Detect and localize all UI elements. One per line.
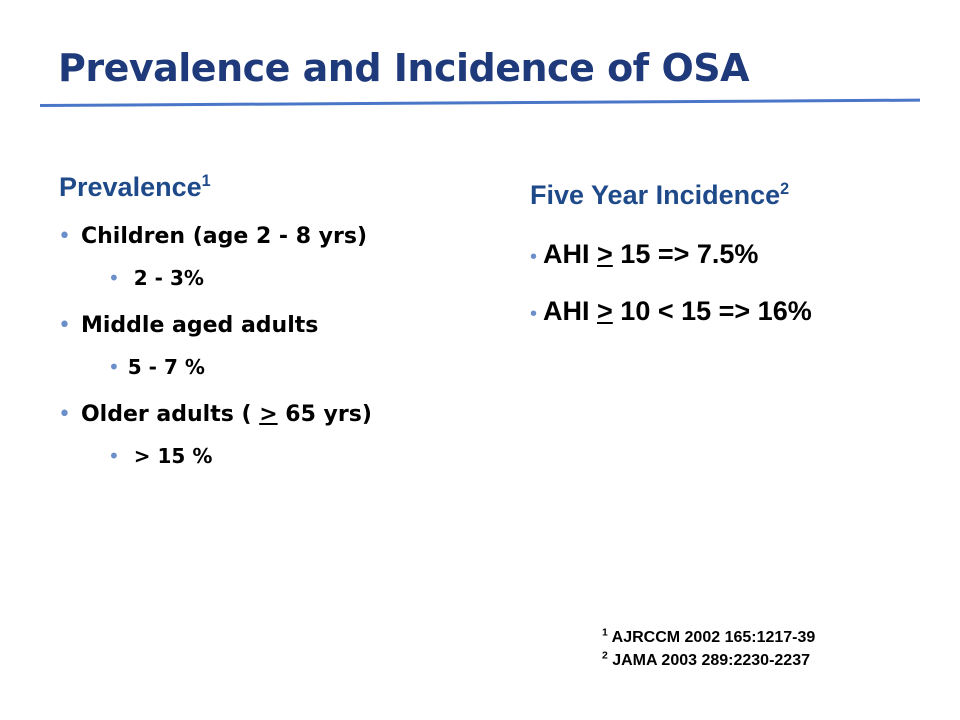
- reference-text: JAMA 2003 289:2230-2237: [607, 652, 810, 669]
- prevalence-subitem-value: 2 - 3%: [133, 266, 204, 290]
- bullet-icon: •: [58, 224, 71, 249]
- incidence-item-ahi-10-15: • AHI > 10 < 15 => 16%: [530, 296, 812, 327]
- bullet-icon: •: [58, 313, 71, 338]
- reference-text: AJRCCM 2002 165:1217-39: [607, 629, 816, 646]
- incidence-item-post: 10 < 15 => 16%: [612, 296, 812, 326]
- bullet-icon: •: [108, 355, 120, 379]
- bullet-icon: •: [108, 266, 120, 290]
- bullet-icon: •: [530, 303, 538, 325]
- slide-title: Prevalence and Incidence of OSA: [58, 46, 750, 90]
- references: 1 AJRCCM 2002 165:1217-39 2 JAMA 2003 28…: [602, 626, 815, 672]
- incidence-heading: Five Year Incidence2: [530, 180, 789, 211]
- bullet-icon: •: [58, 402, 71, 427]
- prevalence-subitem-older: • > 15 %: [108, 444, 212, 468]
- incidence-item-ahi-15: • AHI > 15 => 7.5%: [530, 239, 758, 270]
- bullet-icon: •: [108, 444, 120, 468]
- incidence-item-symbol: >: [597, 296, 613, 326]
- incidence-heading-ref: 2: [780, 180, 790, 198]
- prevalence-item-label-post: 65 yrs): [277, 402, 372, 427]
- bullet-icon: •: [530, 246, 538, 268]
- reference-number: 2: [602, 650, 608, 662]
- incidence-item-post: 15 => 7.5%: [612, 239, 759, 269]
- prevalence-heading: Prevalence1: [59, 172, 211, 203]
- title-underline-rule: [39, 98, 920, 107]
- prevalence-subitem-value: > 15 %: [133, 444, 213, 468]
- prevalence-item-children: • Children (age 2 - 8 yrs): [58, 224, 367, 249]
- incidence-item-pre: AHI: [543, 296, 598, 326]
- prevalence-heading-text: Prevalence: [59, 172, 202, 202]
- prevalence-item-older: • Older adults ( > 65 yrs): [58, 402, 372, 427]
- reference-2: 2 JAMA 2003 289:2230-2237: [602, 649, 815, 672]
- prevalence-subitem-children: • 2 - 3%: [108, 266, 204, 290]
- incidence-item-pre: AHI: [543, 239, 598, 269]
- prevalence-item-label-pre: Older adults (: [80, 402, 260, 427]
- prevalence-subitem-middle-aged: • 5 - 7 %: [108, 355, 205, 379]
- prevalence-item-middle-aged: • Middle aged adults: [58, 313, 318, 338]
- prevalence-item-label: Children (age 2 - 8 yrs): [80, 224, 368, 249]
- incidence-heading-text: Five Year Incidence: [530, 180, 781, 210]
- prevalence-subitem-value: 5 - 7 %: [127, 355, 205, 379]
- incidence-item-symbol: >: [597, 239, 613, 269]
- reference-number: 1: [602, 627, 608, 639]
- reference-1: 1 AJRCCM 2002 165:1217-39: [602, 626, 815, 649]
- prevalence-heading-ref: 1: [201, 172, 211, 190]
- prevalence-item-label: Middle aged adults: [80, 313, 319, 338]
- prevalence-item-label-symbol: >: [259, 402, 278, 427]
